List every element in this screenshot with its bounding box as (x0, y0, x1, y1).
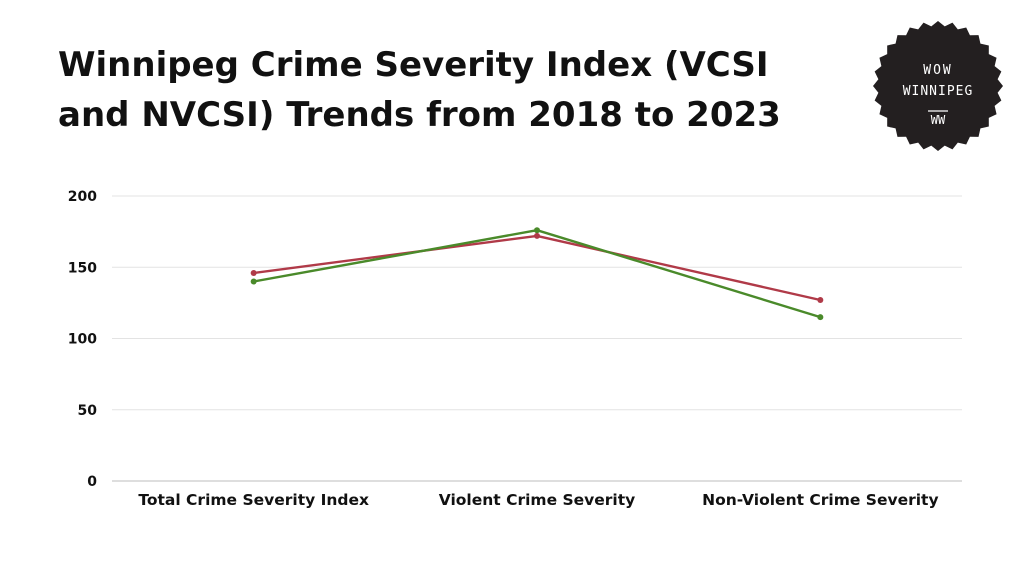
y-axis-ticks: 0 50 100 150 200 (68, 189, 97, 490)
y-tick-label: 100 (68, 332, 97, 348)
badge-text-winnipeg: WINNIPEG (903, 84, 974, 99)
series-group (250, 227, 824, 321)
data-point (817, 297, 824, 304)
y-tick-label: 150 (68, 260, 97, 276)
x-category-label: Total Crime Severity Index (138, 491, 369, 509)
x-category-label: Non-Violent Crime Severity (702, 491, 938, 509)
x-category-label: Violent Crime Severity (439, 491, 636, 509)
chart-title: Winnipeg Crime Severity Index (VCSI and … (58, 45, 781, 135)
x-axis-categories: Total Crime Severity Index Violent Crime … (138, 491, 938, 509)
data-point (250, 278, 257, 285)
y-tick-label: 200 (68, 189, 97, 205)
badge-seal-shape (873, 21, 1003, 151)
y-tick-label: 50 (78, 403, 98, 419)
data-point (817, 314, 824, 321)
badge-text-ww: WW (931, 113, 946, 127)
badge-text-wow: WOW (923, 63, 952, 78)
grid-lines (112, 195, 962, 482)
wow-winnipeg-logo: WOW WINNIPEG WW (873, 21, 1003, 151)
data-point (534, 227, 540, 234)
y-tick-label: 0 (87, 474, 97, 490)
series-line-1 (253, 228, 821, 319)
data-point (534, 232, 540, 239)
data-point (250, 269, 257, 276)
